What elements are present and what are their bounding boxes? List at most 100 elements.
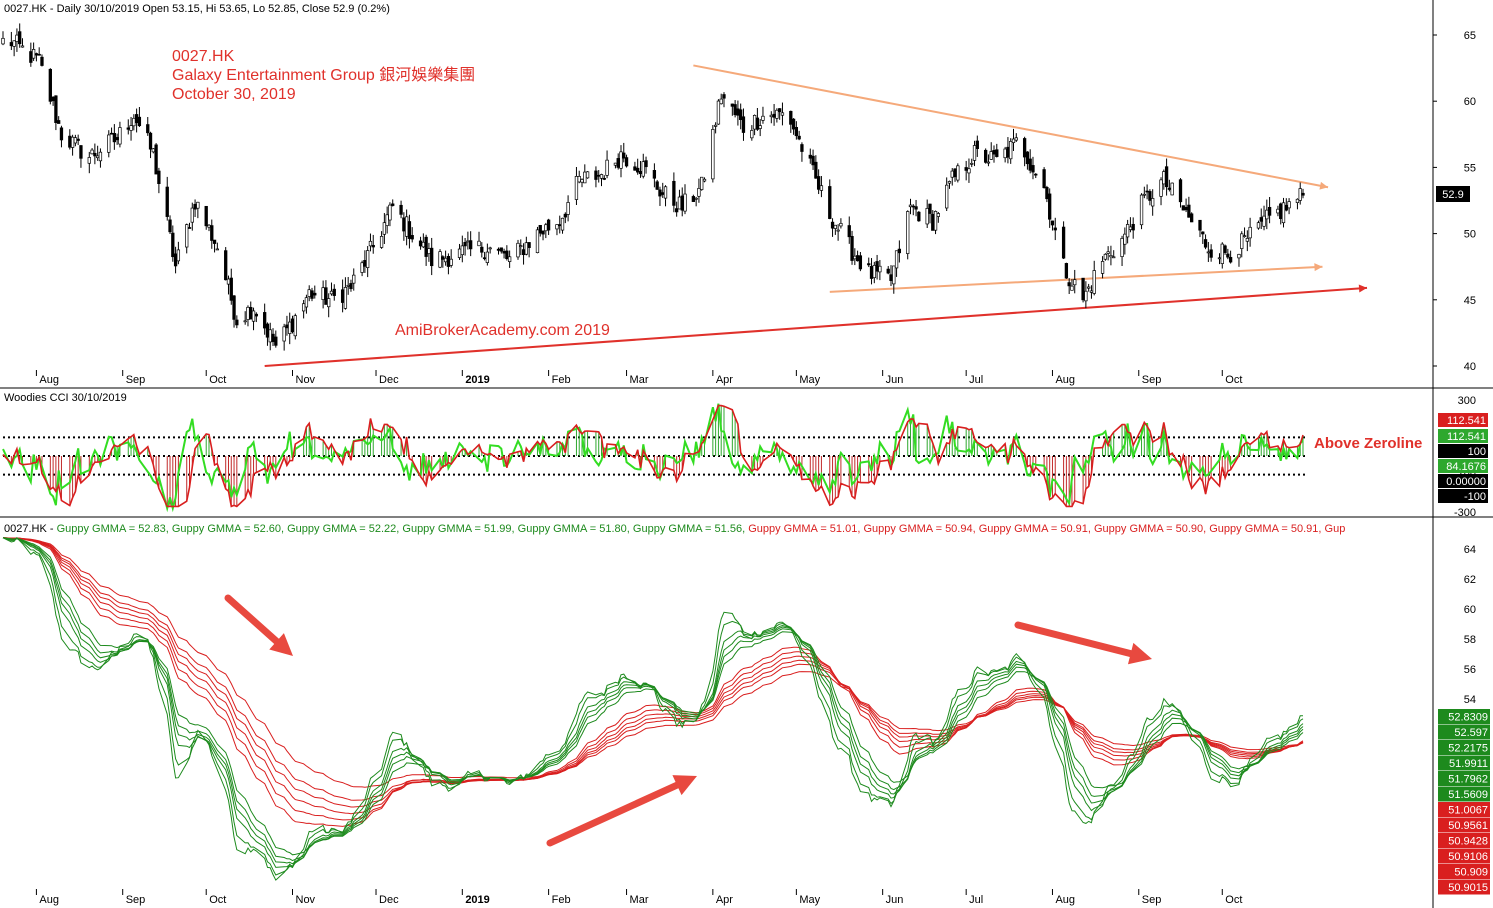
candle-body [263,312,267,329]
gmma-long-ema-line [2,537,1304,827]
candle-body [936,213,940,217]
candle-body [875,261,879,272]
candle-body [1100,261,1105,274]
candle-body [830,221,835,229]
candle-body [964,167,968,171]
candle-body [1011,138,1016,143]
candle-body [1287,201,1291,209]
candle-body [816,176,821,190]
gmma-header-part: Guppy GMMA = 50.91, [979,523,1094,535]
candle-body [441,256,445,260]
candle-body [527,242,531,248]
gmma-value-badge [1438,833,1490,848]
candle-body [566,202,570,215]
candle-body [499,247,503,252]
candle-body [521,249,526,256]
candle-body [165,186,169,217]
candle-body [989,151,993,160]
candle-body [1148,191,1152,201]
candle-body [719,98,723,105]
month-label: Oct [1225,374,1242,386]
candle-body [1295,198,1300,203]
gmma-value-badge [1438,724,1490,740]
candle-body [176,249,181,262]
gmma-y-tick-label: 60 [1464,604,1476,616]
candle-body [313,292,317,296]
candle-body [889,274,893,281]
candle-body [402,217,406,232]
candle-body [519,245,523,247]
trend-arrow-shaft [1014,621,1135,658]
candle-body [1162,171,1166,185]
candle-body [984,149,988,163]
watermark: AmiBrokerAcademy.com 2019 [395,322,610,339]
candle-body [850,236,854,261]
candle-body [769,114,773,118]
price-panel: 40 45 50 55 60 65 Aug Sep Oct Nov Dec 2019 Feb Mar Apr… [1,23,1476,386]
candle-body [811,155,815,166]
candle-body [1217,257,1222,260]
gmma-header-part: Guppy GMMA = 51.56, [633,523,748,535]
candle-body [622,152,626,159]
candle-body [1022,138,1027,158]
candle-body [1206,251,1211,254]
gmma-month-label: Dec [379,894,399,906]
gmma-header-part: Guppy GMMA = 52.83, [57,523,172,535]
candle-body [524,242,528,255]
candle-body [274,336,278,346]
candle-body [541,230,545,235]
gmma-value-badge-text: 51.7962 [1448,774,1488,786]
candle-body [577,176,581,183]
gmma-month-label: Jun [886,894,904,906]
candle-body [249,307,253,320]
gmma-value-badge [1438,740,1490,755]
candle-body [480,246,484,253]
cci-value-badge-text: 112.541 [1447,431,1486,443]
gmma-value-badge [1438,771,1490,786]
candle-body [583,171,587,184]
support-trendline-red [264,286,1368,367]
candle-body [736,108,740,116]
gmma-month-label: Oct [1225,894,1242,906]
month-label: Jun [886,374,904,386]
gmma-value-badge [1438,817,1490,833]
candle-body [1142,193,1146,196]
candle-body [466,240,470,243]
gmma-header-part: Guppy GMMA = 52.60, [172,523,287,535]
candle-body [1187,204,1191,218]
month-label: Sep [126,374,146,386]
month-label: Dec [379,374,399,386]
candle-body [20,45,25,48]
candle-body [212,239,217,244]
candle-body [597,174,601,177]
candle-body [716,100,721,125]
candle-body [1151,198,1155,207]
candle-body [90,149,94,155]
cci-value-badge [1438,429,1488,443]
candle-body [502,251,506,254]
candle-body [855,255,860,262]
candle-body [54,95,58,123]
gmma-header-part: Guppy GMMA = 50.91, [1209,523,1324,535]
candle-body [73,137,78,144]
candle-body [1014,137,1018,141]
candle-body [702,178,707,182]
candle-body [407,221,412,239]
candle-body [1159,179,1163,197]
candle-body [908,204,913,208]
cci-value-badge-text: 0.00000 [1446,476,1486,488]
candle-body [1053,227,1057,231]
candle-body [1048,193,1052,220]
candle-body [658,189,662,197]
candle-body [839,223,843,227]
candle-body [911,205,915,208]
candle-body [488,247,492,250]
gmma-header-part: Guppy GMMA = 52.22, [287,523,402,535]
price-y-tick-label: 45 [1464,295,1476,307]
candle-body [1064,263,1069,279]
gmma-value-badge-text: 51.0067 [1448,805,1488,817]
candle-body [224,250,228,281]
gmma-month-label: Aug [1055,894,1075,906]
cci-value-badge-text: 112.541 [1447,415,1486,427]
candle-body [867,263,871,266]
